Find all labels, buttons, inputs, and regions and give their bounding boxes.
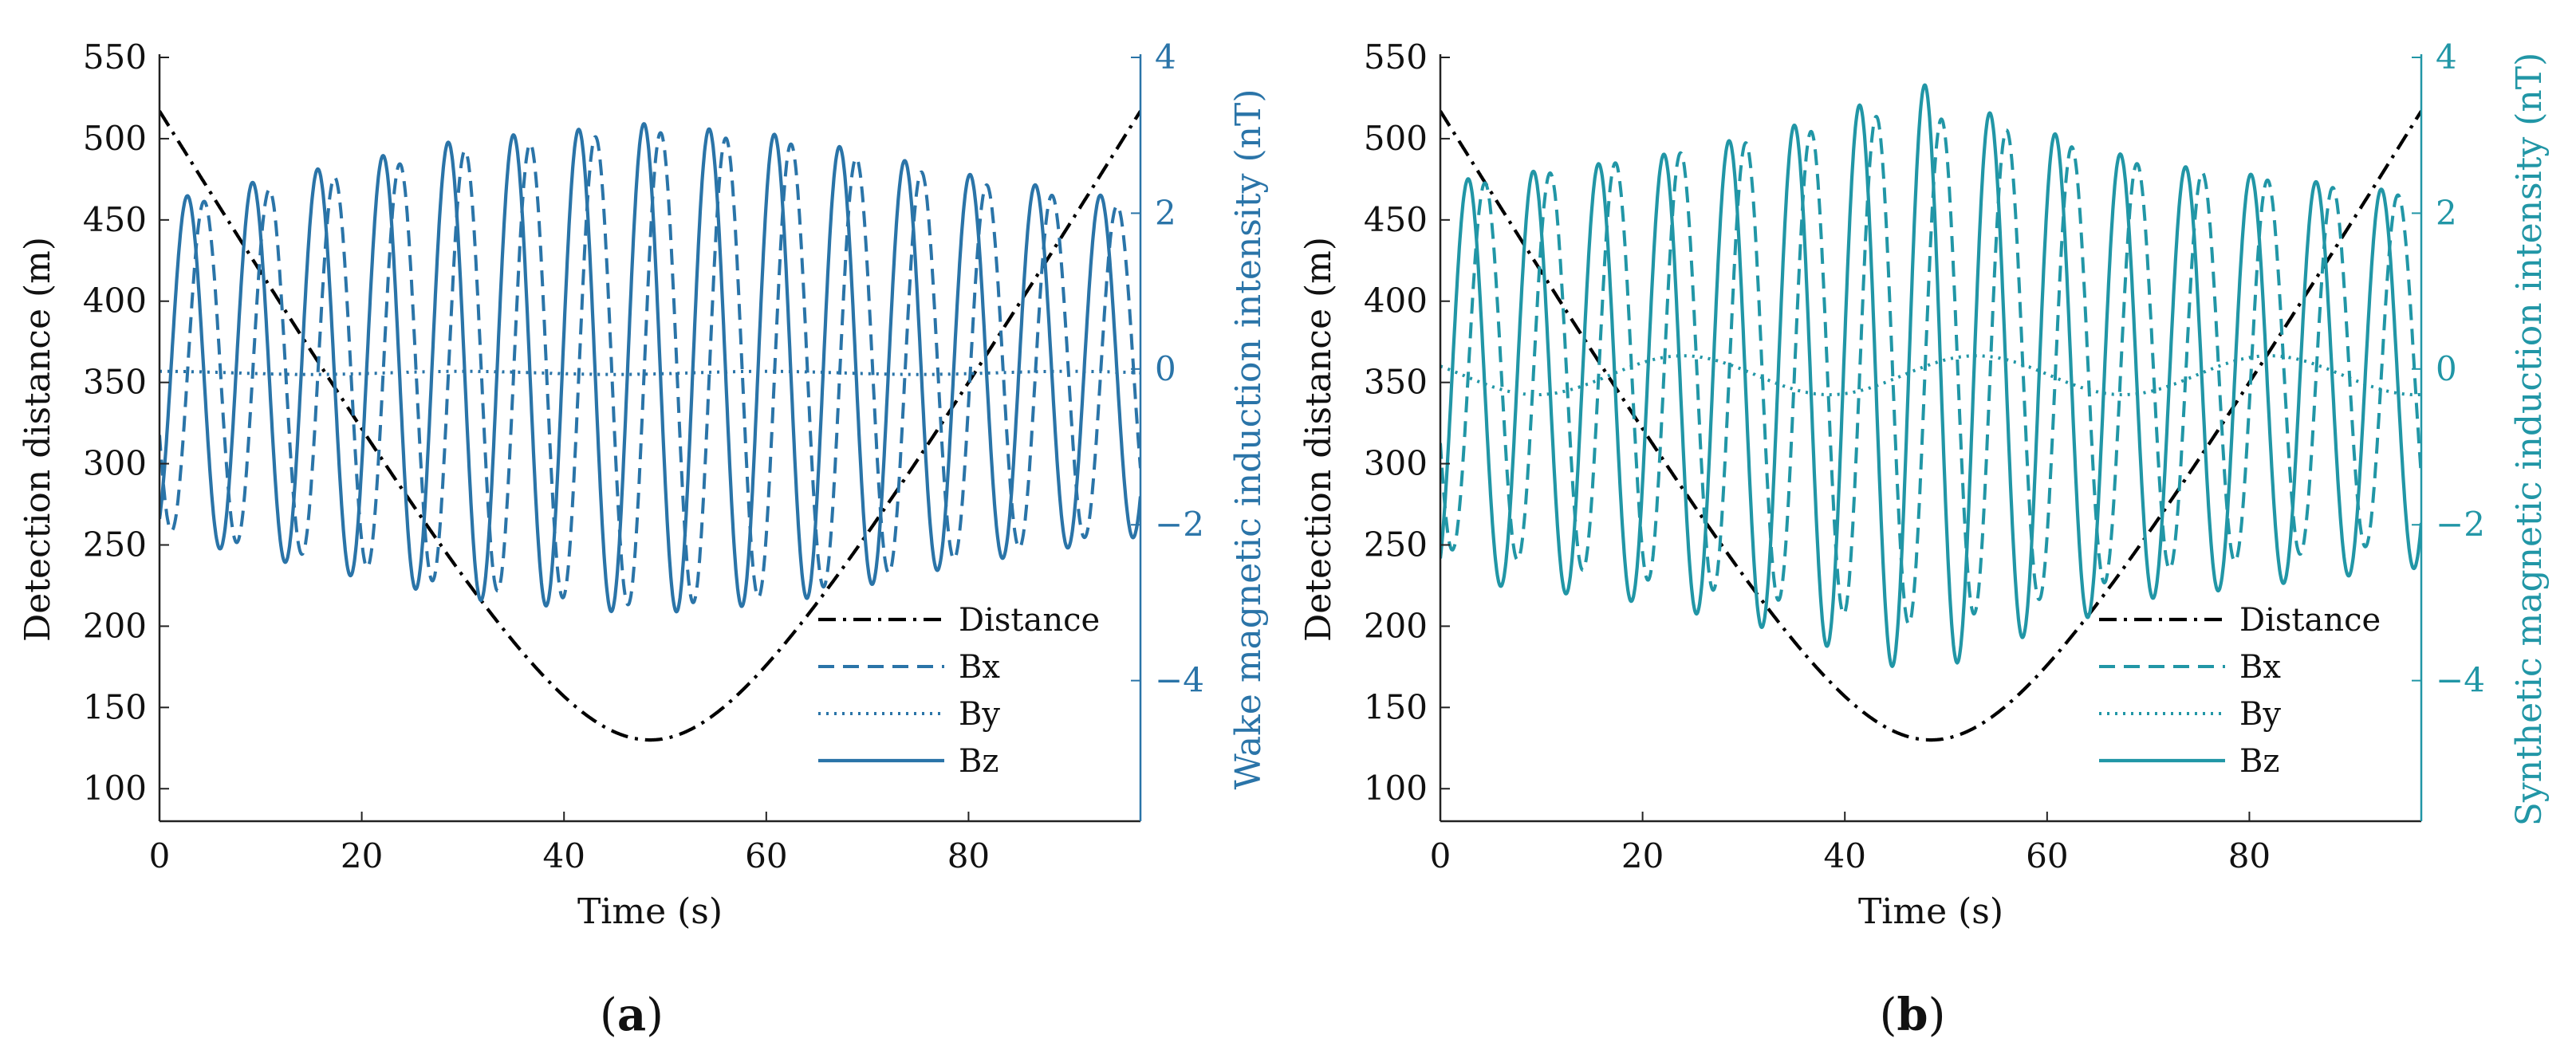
right-tick-label: 0: [1155, 349, 1176, 388]
left-tick-label: 500: [83, 119, 147, 158]
left-tick-label: 150: [83, 687, 147, 726]
right-tick-label: −2: [2436, 505, 2485, 544]
bottom-tick-label: 20: [1621, 836, 1664, 875]
series-line-bz: [1440, 83, 2421, 668]
series-line-distance: [1440, 110, 2421, 742]
panel-label: (b): [1880, 989, 1946, 1041]
left-tick-label: 200: [1364, 606, 1428, 645]
right-tick-label: 2: [1155, 193, 1176, 232]
legend: Distance Bx By Bz: [2099, 602, 2381, 780]
series-line-bz: [160, 122, 1140, 614]
left-tick-label: 150: [1364, 687, 1428, 726]
left-tick-label: 550: [1364, 37, 1428, 77]
plot-area: [160, 110, 1140, 742]
panel-label-letter: b: [1897, 989, 1928, 1041]
legend-label-distance: Distance: [2239, 602, 2381, 639]
series-line-by: [160, 369, 1140, 376]
legend-label-bx: Bx: [2239, 649, 2281, 686]
right-tick-label: −4: [1155, 661, 1204, 700]
legend-label-bz: Bz: [959, 743, 998, 780]
legend-label-by: By: [959, 696, 1000, 733]
series-line-distance: [160, 110, 1140, 742]
series-line-bx: [1440, 115, 2421, 626]
left-tick-label: 400: [1364, 281, 1428, 321]
left-tick-label: 350: [1364, 363, 1428, 402]
legend-label-by: By: [2239, 696, 2281, 733]
left-axis-label: Detection distance (m): [1298, 237, 1339, 642]
left-tick-label: 450: [83, 200, 147, 239]
left-axis-label: Detection distance (m): [18, 237, 58, 642]
right-tick-label: 0: [2436, 349, 2457, 388]
panel-label: (a): [600, 989, 664, 1041]
left-tick-label: 300: [1364, 444, 1428, 483]
left-tick-label: 300: [83, 444, 147, 483]
right-axis-label: Synthetic magnetic induction intensity (…: [2509, 53, 2550, 826]
bottom-tick-label: 80: [947, 836, 990, 875]
bottom-tick-label: 20: [341, 836, 383, 875]
left-tick-label: 250: [1364, 525, 1428, 564]
left-tick-label: 100: [1364, 769, 1428, 808]
right-tick-label: −4: [2436, 661, 2485, 700]
legend: Distance Bx By Bz: [818, 602, 1100, 780]
legend-label-distance: Distance: [959, 602, 1100, 639]
right-tick-label: 4: [2436, 37, 2457, 77]
bottom-tick-label: 0: [149, 836, 171, 875]
x-axis-label: Time (s): [577, 891, 723, 932]
panel-label-close: ): [1928, 989, 1946, 1041]
left-tick-label: 350: [83, 363, 147, 402]
right-axis-label: Wake magnetic induction intensity (nT): [1228, 89, 1269, 790]
series-line-bx: [160, 131, 1140, 607]
legend-label-bx: Bx: [959, 649, 1000, 686]
plot-area: [1440, 83, 2421, 742]
panel-label-letter: a: [617, 989, 646, 1041]
left-tick-label: 500: [1364, 119, 1428, 158]
right-tick-label: 4: [1155, 37, 1176, 77]
left-tick-label: 100: [83, 769, 147, 808]
left-tick-label: 400: [83, 281, 147, 321]
right-tick-label: 2: [2436, 193, 2457, 232]
series-line-by: [1440, 354, 2421, 397]
panel-label-open: (: [1880, 989, 1897, 1041]
left-tick-label: 450: [1364, 200, 1428, 239]
bottom-tick-label: 80: [2228, 836, 2271, 875]
bottom-tick-label: 40: [1823, 836, 1865, 875]
bottom-tick-label: 0: [1430, 836, 1451, 875]
legend-label-bz: Bz: [2239, 743, 2279, 780]
right-tick-label: −2: [1155, 505, 1204, 544]
panel-label-open: (: [600, 989, 617, 1041]
bottom-tick-label: 60: [745, 836, 787, 875]
bottom-tick-label: 60: [2026, 836, 2068, 875]
bottom-tick-label: 40: [542, 836, 585, 875]
left-tick-label: 550: [83, 37, 147, 77]
left-tick-label: 200: [83, 606, 147, 645]
panel-label-close: ): [646, 989, 664, 1041]
left-tick-label: 250: [83, 525, 147, 564]
x-axis-label: Time (s): [1858, 891, 2003, 932]
